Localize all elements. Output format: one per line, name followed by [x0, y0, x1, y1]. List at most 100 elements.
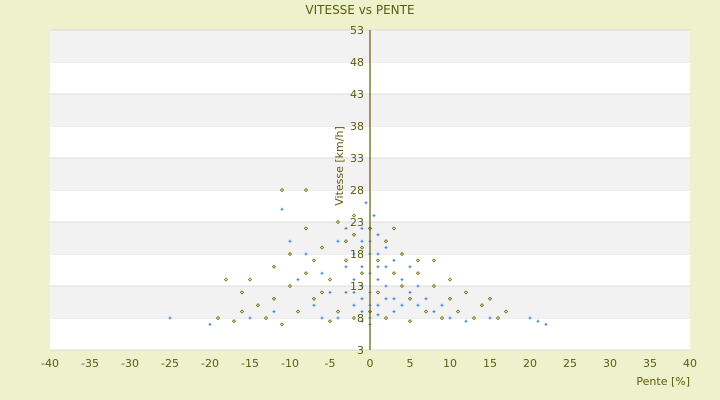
data-point — [295, 309, 301, 314]
data-point — [408, 265, 412, 269]
data-point — [416, 303, 420, 307]
data-point — [271, 264, 277, 269]
data-point — [376, 233, 380, 237]
data-point — [304, 252, 308, 256]
data-point — [360, 284, 364, 288]
data-point — [352, 278, 356, 282]
data-point — [384, 265, 388, 269]
data-point — [408, 290, 412, 294]
data-point — [360, 310, 364, 314]
data-point — [376, 278, 380, 282]
x-tick-label: -20 — [201, 357, 219, 370]
data-point — [400, 303, 404, 307]
data-point — [303, 226, 309, 231]
data-point — [280, 207, 284, 211]
x-tick-label: 25 — [563, 357, 577, 370]
x-tick-label: 10 — [443, 357, 457, 370]
data-point — [344, 265, 348, 269]
data-point — [400, 278, 404, 282]
data-point — [327, 277, 333, 282]
y-tick-label: 8 — [357, 312, 364, 325]
data-point — [392, 310, 396, 314]
x-tick-label: -30 — [121, 357, 139, 370]
data-point — [320, 271, 324, 275]
data-point — [335, 219, 341, 225]
data-point — [287, 283, 293, 289]
data-point — [487, 296, 493, 301]
data-point — [296, 278, 300, 282]
data-points — [168, 187, 548, 327]
data-point — [384, 297, 388, 301]
data-point — [423, 309, 429, 314]
data-point — [208, 322, 212, 326]
data-point — [416, 284, 420, 288]
y-tick-label: 48 — [350, 56, 364, 69]
y-tick-label: 3 — [357, 344, 364, 357]
data-point — [248, 316, 252, 320]
data-point — [351, 232, 357, 237]
data-point — [376, 252, 380, 256]
data-point — [364, 201, 368, 205]
data-point — [352, 303, 356, 307]
data-point — [407, 319, 413, 324]
data-point — [431, 258, 437, 263]
data-point — [215, 315, 221, 321]
data-point — [360, 265, 364, 269]
x-tick-label: 0 — [367, 357, 374, 370]
data-point — [360, 297, 364, 301]
data-point — [384, 246, 388, 250]
x-tick-label: -5 — [325, 357, 336, 370]
x-tick-label: 20 — [523, 357, 537, 370]
x-tick-label: -40 — [41, 357, 59, 370]
data-point — [271, 296, 277, 301]
data-point — [336, 316, 340, 320]
data-point — [431, 283, 437, 289]
data-point — [247, 277, 253, 282]
data-point — [319, 290, 325, 295]
data-point — [375, 290, 381, 295]
data-point — [447, 296, 453, 301]
data-point — [375, 258, 381, 263]
x-tick-label: 5 — [407, 357, 414, 370]
data-point — [424, 297, 428, 301]
y-tick-label: 33 — [350, 152, 364, 165]
data-point — [471, 315, 477, 321]
x-tick-label: -15 — [241, 357, 259, 370]
data-point — [303, 187, 309, 193]
data-point — [312, 303, 316, 307]
x-tick-label: -35 — [81, 357, 99, 370]
data-point — [319, 245, 325, 250]
data-point — [359, 245, 365, 250]
data-point — [239, 309, 245, 314]
data-point — [536, 319, 540, 323]
data-point — [168, 316, 172, 320]
data-point — [399, 251, 405, 257]
x-tick-label: 35 — [643, 357, 657, 370]
data-point — [327, 319, 333, 324]
data-point — [255, 303, 261, 308]
data-point — [440, 303, 444, 307]
data-point — [376, 265, 380, 269]
data-point — [351, 315, 357, 321]
data-point — [320, 316, 324, 320]
data-point — [455, 309, 461, 314]
y-tick-label: 28 — [350, 184, 364, 197]
x-tick-label: 30 — [603, 357, 617, 370]
x-tick-label: 40 — [683, 357, 697, 370]
data-point — [448, 316, 452, 320]
data-point — [463, 290, 469, 295]
chart-title: VITESSE vs PENTE — [305, 3, 414, 17]
data-point — [384, 284, 388, 288]
data-point — [376, 303, 380, 307]
data-point — [344, 290, 348, 294]
data-point — [464, 319, 468, 323]
data-point — [263, 315, 269, 321]
data-point — [488, 316, 492, 320]
data-point — [272, 310, 276, 314]
data-point — [495, 315, 501, 321]
x-tick-labels: -40 -35 -30 -25 -20 -15 -10 -5 0 5 10 15 20 25 30 35 40 — [41, 357, 697, 370]
data-point — [328, 290, 332, 294]
data-point — [360, 239, 364, 243]
